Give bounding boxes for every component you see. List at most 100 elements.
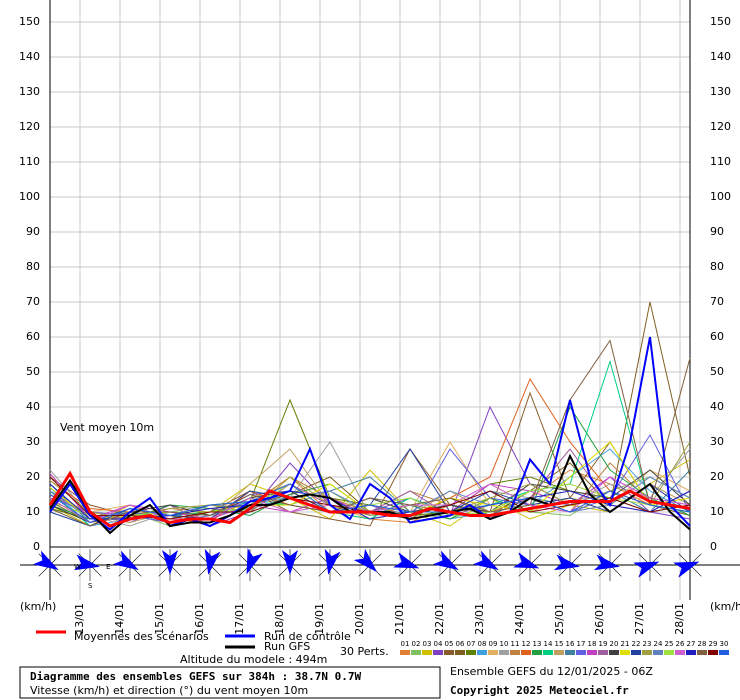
y-tick-label: 40 xyxy=(26,400,40,413)
pert-legend-label: 08 xyxy=(478,640,487,648)
annotation: Vent moyen 10m xyxy=(60,421,154,434)
pert-legend-label: 20 xyxy=(610,640,619,648)
y-tick-label: 120 xyxy=(19,120,40,133)
y-tick-label-right: 80 xyxy=(710,260,724,273)
pert-legend-label: 23 xyxy=(643,640,652,648)
pert-legend-swatch xyxy=(532,650,542,655)
wind-arrow xyxy=(162,550,178,575)
pert-legend-swatch xyxy=(400,650,410,655)
pert-legend-swatch xyxy=(521,650,531,655)
series-line xyxy=(49,336,691,531)
wind-arrow xyxy=(433,550,459,570)
wind-arrow xyxy=(246,548,263,575)
series-line xyxy=(48,470,691,528)
pert-legend-label: 18 xyxy=(588,640,597,648)
pert-legend-swatch xyxy=(510,650,520,655)
pert-legend-label: 15 xyxy=(555,640,564,648)
x-tick-label: 26/01 xyxy=(593,603,606,635)
pert-legend-title: 30 Perts. xyxy=(340,645,389,658)
pert-legend-label: 24 xyxy=(654,640,663,648)
pert-legend-label: 05 xyxy=(445,640,454,648)
y-tick-label-right: 10 xyxy=(710,505,724,518)
y-tick-label-right: 40 xyxy=(710,400,724,413)
y-tick-label: 50 xyxy=(26,365,40,378)
y-tick-label: 80 xyxy=(26,260,40,273)
pert-legend-swatch xyxy=(499,650,509,655)
y-tick-label-right: 110 xyxy=(710,155,731,168)
altitude: Altitude du modele : 494m xyxy=(180,653,327,666)
y-tick-label-right: 120 xyxy=(710,120,731,133)
pert-legend-swatch xyxy=(477,650,487,655)
wind-arrow xyxy=(673,561,700,578)
pert-legend-swatch xyxy=(675,650,685,655)
pert-legend-swatch xyxy=(433,650,443,655)
wind-arrow xyxy=(553,554,580,571)
x-tick-label: 25/01 xyxy=(553,603,566,635)
x-tick-label: 24/01 xyxy=(513,603,526,635)
wind-arrow xyxy=(204,548,221,575)
pert-legend-label: 26 xyxy=(676,640,685,648)
x-tick-label: 28/01 xyxy=(673,603,686,635)
pert-legend-label: 06 xyxy=(456,640,465,648)
pert-legend-label: 17 xyxy=(577,640,586,648)
y-tick-label: 130 xyxy=(19,85,40,98)
y-tick-label-right: 130 xyxy=(710,85,731,98)
legend-label: Run GFS xyxy=(264,640,310,653)
pert-legend-swatch xyxy=(609,650,619,655)
y-tick-label-right: 150 xyxy=(710,15,731,28)
wind-arrow xyxy=(593,554,620,571)
pert-legend-swatch xyxy=(455,650,465,655)
pert-legend-label: 28 xyxy=(698,640,707,648)
pert-legend-swatch xyxy=(719,650,729,655)
x-tick-label: 22/01 xyxy=(433,603,446,635)
pert-legend-swatch xyxy=(620,650,630,655)
wind-arrow xyxy=(473,550,499,570)
pert-legend-label: 25 xyxy=(665,640,674,648)
x-tick-label: 14/01 xyxy=(113,603,126,635)
pert-legend-label: 01 xyxy=(401,640,410,648)
wind-arrow xyxy=(324,548,341,575)
wind-arrow xyxy=(113,550,139,570)
wind-arrow xyxy=(33,550,59,570)
y-tick-label: 150 xyxy=(19,15,40,28)
y-tick-label-right: 90 xyxy=(710,225,724,238)
wind-arrow xyxy=(73,554,100,571)
y-tick-label: 100 xyxy=(19,190,40,203)
pert-legend-label: 16 xyxy=(566,640,575,648)
pert-legend-swatch xyxy=(697,650,707,655)
y-tick-label-right: 0 xyxy=(710,540,717,553)
series-line xyxy=(49,453,691,535)
pert-legend-label: 19 xyxy=(599,640,608,648)
pert-legend-swatch xyxy=(466,650,476,655)
pert-legend-swatch xyxy=(664,650,674,655)
legend-label: Moyennes des scénarios xyxy=(74,630,209,643)
wind-arrow xyxy=(513,552,540,569)
x-tick-label: 16/01 xyxy=(193,603,206,635)
x-tick-label: 19/01 xyxy=(313,603,326,635)
pert-legend-swatch xyxy=(411,650,421,655)
pert-legend-label: 04 xyxy=(434,640,443,648)
y-tick-label-right: 100 xyxy=(710,190,731,203)
x-tick-label: 20/01 xyxy=(353,603,366,635)
y-tick-label-right: 60 xyxy=(710,330,724,343)
pert-legend-label: 12 xyxy=(522,640,531,648)
pert-legend-swatch xyxy=(488,650,498,655)
pert-legend-label: 27 xyxy=(687,640,696,648)
pert-legend-swatch xyxy=(576,650,586,655)
wind-arrow xyxy=(282,550,298,575)
pert-legend-swatch xyxy=(686,650,696,655)
pert-legend-swatch xyxy=(554,650,564,655)
x-tick-label: 23/01 xyxy=(473,603,486,635)
perturbation-line xyxy=(49,301,691,524)
wind-arrow xyxy=(353,548,378,573)
x-tick-label: 21/01 xyxy=(393,603,406,635)
wind-arrow xyxy=(393,552,420,569)
y-tick-label: 90 xyxy=(26,225,40,238)
pert-legend-swatch xyxy=(631,650,641,655)
pert-legend-label: 11 xyxy=(511,640,520,648)
pert-legend-label: 29 xyxy=(709,640,718,648)
pert-legend-swatch xyxy=(598,650,608,655)
pert-legend-label: 30 xyxy=(720,640,729,648)
pert-legend-swatch xyxy=(422,650,432,655)
